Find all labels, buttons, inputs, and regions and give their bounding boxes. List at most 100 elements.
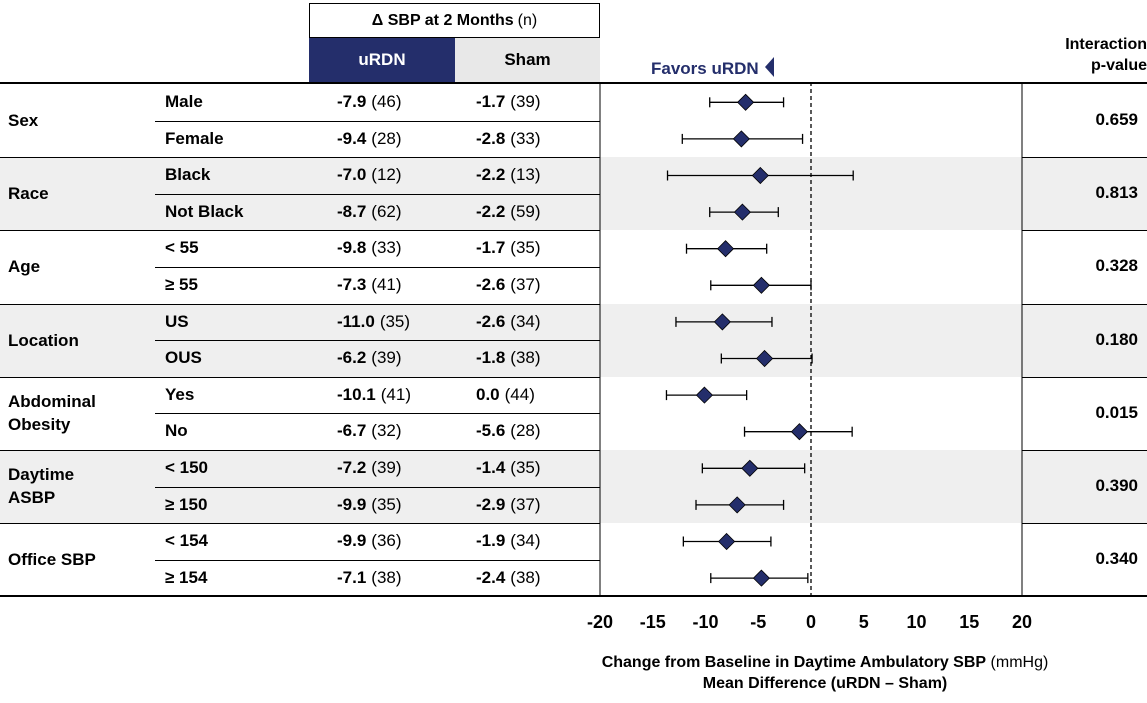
interaction-pvalue: 0.813 — [1095, 183, 1138, 203]
urdn-mean: -9.9 — [337, 531, 367, 551]
group-label: Location — [8, 330, 79, 350]
sham-n: (38) — [510, 348, 541, 368]
urdn-value: -6.2 (39) — [337, 348, 402, 368]
pvalue-divider — [1022, 450, 1147, 451]
sham-mean: -2.4 — [476, 567, 506, 587]
interaction-pvalue: 0.390 — [1095, 476, 1138, 495]
urdn-value: -9.8 (33) — [337, 238, 402, 258]
subgroup-label: ≥ 154 — [165, 567, 208, 587]
sham-n: (37) — [510, 275, 541, 294]
sham-n: (44) — [504, 384, 535, 404]
row-divider — [155, 486, 600, 488]
row-divider — [155, 340, 600, 342]
sham-n: (37) — [510, 494, 541, 514]
urdn-mean: -11.0 — [337, 311, 375, 331]
group-divider — [0, 376, 600, 378]
urdn-value: -7.9 (46) — [337, 92, 402, 112]
estimate-diamond — [741, 459, 759, 477]
urdn-n: (46) — [371, 92, 402, 111]
pvalue-divider — [1022, 523, 1147, 525]
sham-value: -2.2 (59) — [476, 202, 541, 222]
column-group-title: Δ SBP at 2 Months — [371, 11, 514, 29]
group-divider — [0, 230, 600, 232]
urdn-value: -7.0 (12) — [337, 165, 402, 185]
x-tick-label: -20 — [586, 612, 613, 632]
estimate-diamond — [790, 423, 808, 441]
estimate-diamond — [756, 349, 774, 368]
header-rule — [0, 82, 1147, 84]
urdn-value: -7.2 (39) — [337, 458, 402, 478]
sham-value: -2.9 (37) — [476, 495, 541, 515]
interaction-pvalue: 0.015 — [1095, 402, 1138, 422]
interaction-pvalue: 0.180 — [1095, 329, 1138, 349]
sham-n: (35) — [510, 238, 541, 258]
x-axis-label-main: Change from Baseline in Daytime Ambulato… — [601, 654, 987, 671]
sham-n: (34) — [510, 311, 541, 331]
group-label: Race — [8, 184, 49, 204]
sham-value: -2.8 (33) — [476, 129, 541, 149]
sham-n: (13) — [510, 165, 541, 185]
x-tick-label: -15 — [639, 612, 666, 632]
x-tick-label: -10 — [692, 612, 719, 632]
group-divider — [0, 450, 600, 451]
estimate-diamond — [716, 240, 735, 258]
pvalue-divider — [1022, 303, 1147, 305]
sham-mean: 0.0 — [476, 384, 500, 404]
estimate-diamond — [737, 93, 755, 111]
sham-value: -1.7 (35) — [476, 238, 541, 258]
subgroup-label: Male — [165, 92, 203, 111]
subgroup-label: Yes — [165, 384, 195, 404]
x-tick-label: 0 — [805, 612, 816, 632]
estimate-diamond — [751, 166, 769, 185]
subgroup-label: < 55 — [165, 238, 199, 258]
sham-value: -1.4 (35) — [476, 458, 541, 478]
pvalue-divider — [1022, 230, 1147, 232]
subgroup-label: < 150 — [165, 458, 209, 477]
urdn-n: (28) — [371, 128, 402, 148]
favors-urdn-text: Favors uRDN — [651, 59, 759, 78]
urdn-value: -7.1 (38) — [337, 568, 402, 588]
estimate-diamond — [713, 313, 731, 331]
interaction-header-line2: p-value — [1090, 57, 1147, 74]
urdn-n: (35) — [379, 311, 411, 331]
sham-n: (35) — [510, 458, 541, 477]
urdn-value: -7.3 (41) — [337, 275, 402, 295]
x-tick-label: 20 — [1011, 612, 1033, 632]
urdn-mean: -6.2 — [337, 348, 367, 368]
sham-mean: -2.2 — [476, 165, 506, 185]
group-label: Office SBP — [8, 550, 96, 570]
x-tick-label: -5 — [750, 612, 767, 632]
sham-value: -2.6 (37) — [476, 275, 541, 295]
urdn-mean: -7.3 — [337, 275, 367, 294]
group-band — [0, 157, 1147, 231]
urdn-mean: -9.9 — [337, 494, 367, 514]
sham-n: (39) — [510, 92, 541, 111]
group-label: ASBP — [8, 488, 56, 507]
urdn-n: (39) — [371, 458, 402, 477]
urdn-n: (41) — [371, 275, 402, 294]
sham-mean: -2.2 — [476, 201, 506, 221]
subgroup-label: Black — [165, 165, 211, 185]
subgroup-label: < 154 — [165, 531, 209, 551]
urdn-value: -6.7 (32) — [337, 421, 402, 441]
sham-mean: -5.6 — [476, 421, 506, 441]
urdn-mean: -8.7 — [337, 201, 367, 221]
interaction-pvalue: 0.659 — [1095, 110, 1138, 129]
sham-n: (59) — [510, 201, 541, 221]
subgroup-label: US — [165, 311, 189, 331]
urdn-value: -11.0 (35) — [337, 312, 410, 332]
sham-mean: -1.4 — [476, 458, 506, 477]
sham-value: -1.7 (39) — [476, 92, 541, 112]
estimate-diamond — [728, 496, 746, 514]
sham-mean: -2.8 — [476, 128, 506, 148]
sham-value: -2.4 (38) — [476, 568, 541, 588]
urdn-value: -9.4 (28) — [337, 129, 402, 149]
pvalue-divider — [1022, 376, 1147, 378]
subgroup-label: ≥ 55 — [165, 275, 198, 294]
estimate-diamond — [733, 203, 751, 221]
group-label: Abdominal — [8, 391, 96, 411]
sham-mean: -1.9 — [476, 531, 506, 551]
x-tick-label: 15 — [959, 612, 980, 632]
sham-value: -5.6 (28) — [476, 421, 541, 441]
